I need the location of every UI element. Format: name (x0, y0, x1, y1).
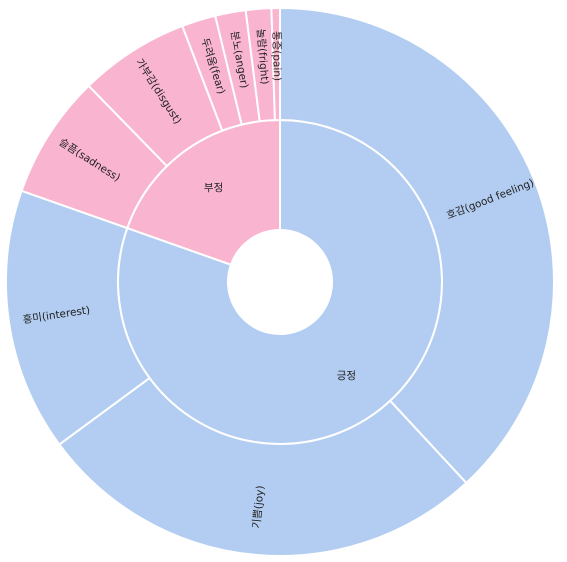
outer-segment (270, 6, 281, 122)
outer-label: 놀람(fright) (254, 28, 271, 85)
inner-label: 긍정 (337, 370, 356, 382)
inner-label: 부정 (204, 182, 223, 194)
outer-segment (5, 189, 151, 446)
outer-label: 기쁨(joy) (251, 485, 267, 529)
outer-label: 통증(pain) (270, 31, 283, 81)
outer-segment (57, 376, 468, 557)
outer-segment (279, 6, 555, 485)
